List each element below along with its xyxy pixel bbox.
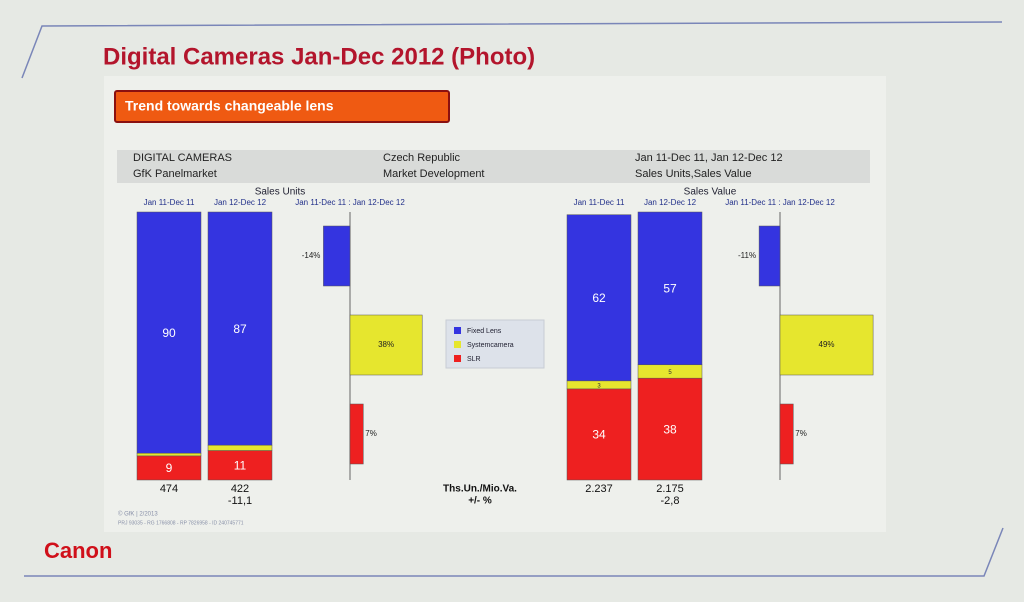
- bar-label: 5: [668, 370, 672, 376]
- total-label: 474: [160, 483, 178, 495]
- bar-segment: [136, 211, 202, 454]
- legend-box: [445, 319, 545, 369]
- x-tick-label: Jan 11-Dec 11: [144, 198, 195, 207]
- bar-segment: [207, 444, 273, 451]
- bar-label: 38: [663, 422, 677, 436]
- bar-label: 3: [597, 383, 601, 389]
- header-cell: Jan 11-Dec 11, Jan 12-Dec 12: [635, 152, 783, 164]
- bar-label: 34: [592, 428, 606, 442]
- footer-text: © GfK | 2/2013: [118, 511, 158, 518]
- bar-segment: [207, 450, 273, 481]
- bar-label: 57: [663, 282, 677, 296]
- x-tick-label: Jan 12-Dec 12: [214, 198, 267, 207]
- brand-logo: Canon: [44, 538, 112, 563]
- change-bar: [349, 314, 423, 376]
- axis-note: +/- %: [468, 496, 492, 507]
- bar-label: 90: [162, 326, 176, 340]
- change-bar: [779, 403, 794, 465]
- header-cell: Market Development: [383, 168, 485, 180]
- change-bar: [323, 225, 351, 287]
- bar-label: 11: [234, 458, 247, 472]
- header-cell: Sales Units,Sales Value: [635, 168, 752, 180]
- change-label: 7%: [795, 429, 807, 438]
- footer-text: PRJ 93035 - RG 1766808 - RP 7826958 - ID…: [118, 520, 244, 526]
- bar-label: 62: [592, 291, 606, 305]
- legend-swatch: [454, 355, 461, 362]
- change-label: 38%: [378, 340, 394, 349]
- bar-segment: [207, 211, 273, 446]
- bar-label: 9: [166, 461, 173, 475]
- bar-segment: [637, 377, 703, 481]
- x-tick-label: Jan 12-Dec 12: [644, 198, 697, 207]
- bar-segment: [637, 211, 703, 366]
- header-cell: GfK Panelmarket: [133, 168, 217, 180]
- bar-segment: [566, 214, 632, 382]
- change-bar: [779, 314, 874, 376]
- change-title: Jan 11-Dec 11 : Jan 12-Dec 12: [295, 198, 405, 207]
- total-label: 2.237: [585, 483, 613, 495]
- legend-swatch: [454, 341, 461, 348]
- axis-note: Ths.Un./Mio.Va.: [443, 484, 517, 495]
- change-label: 49%: [819, 340, 835, 349]
- x-tick-label: Jan 11-Dec 11: [574, 198, 625, 207]
- total-label: 2.175: [656, 483, 684, 495]
- chart-title: Sales Value: [684, 187, 737, 198]
- header-cell: DIGITAL CAMERAS: [133, 152, 232, 164]
- banner: [114, 90, 450, 123]
- banner-text: Trend towards changeable lens: [125, 98, 334, 114]
- slide-title: Digital Cameras Jan-Dec 2012 (Photo): [103, 43, 535, 70]
- change-bar: [758, 225, 781, 287]
- chart-title: Sales Units: [255, 187, 306, 198]
- change-label: 7%: [365, 429, 377, 438]
- bar-segment: [136, 455, 202, 481]
- total-change-label: -11,1: [228, 495, 252, 507]
- change-label: -11%: [738, 251, 756, 260]
- change-bar: [349, 403, 364, 465]
- frame-top: [21, 21, 1003, 79]
- header-cell: Czech Republic: [383, 152, 461, 164]
- bar-segment: [566, 388, 632, 481]
- bar-segment: [136, 452, 202, 457]
- legend-label: Fixed Lens: [467, 328, 502, 335]
- header-band: [117, 150, 870, 183]
- bar-label: 87: [233, 322, 247, 336]
- change-label: -14%: [302, 251, 321, 260]
- frame-bottom: [24, 527, 1004, 577]
- change-title: Jan 11-Dec 11 : Jan 12-Dec 12: [725, 198, 835, 207]
- legend-swatch: [454, 327, 461, 334]
- total-label: 422: [231, 483, 249, 495]
- legend-label: Systemcamera: [467, 342, 514, 349]
- total-change-label: -2,8: [661, 495, 680, 507]
- legend-label: SLR: [467, 356, 481, 363]
